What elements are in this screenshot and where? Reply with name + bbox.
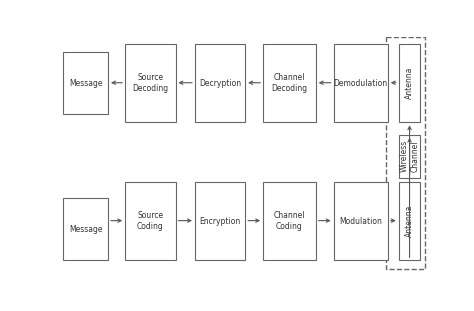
Text: Source
Decoding: Source Decoding xyxy=(132,73,168,93)
Bar xyxy=(334,182,388,260)
Bar xyxy=(263,44,316,122)
Text: Message: Message xyxy=(69,79,102,88)
Text: Channel
Decoding: Channel Decoding xyxy=(271,73,308,93)
Text: Message: Message xyxy=(69,225,102,234)
Text: Encryption: Encryption xyxy=(200,216,241,225)
Text: Antenna: Antenna xyxy=(405,67,414,99)
Bar xyxy=(399,182,420,260)
Bar xyxy=(399,44,420,122)
Bar xyxy=(334,44,388,122)
Text: Source
Coding: Source Coding xyxy=(137,211,164,231)
Bar xyxy=(125,182,175,260)
Text: Demodulation: Demodulation xyxy=(334,79,388,88)
Bar xyxy=(195,182,245,260)
Text: Channel
Coding: Channel Coding xyxy=(273,211,305,231)
Bar xyxy=(195,44,245,122)
Bar xyxy=(63,198,108,260)
Bar xyxy=(399,135,420,178)
Bar xyxy=(263,182,316,260)
Text: Antenna: Antenna xyxy=(405,205,414,237)
Bar xyxy=(63,52,108,114)
Bar xyxy=(125,44,175,122)
Text: Decryption: Decryption xyxy=(199,79,241,88)
Text: Modulation: Modulation xyxy=(339,216,382,225)
Bar xyxy=(386,37,425,268)
Text: Wireless
Channel: Wireless Channel xyxy=(400,140,419,172)
